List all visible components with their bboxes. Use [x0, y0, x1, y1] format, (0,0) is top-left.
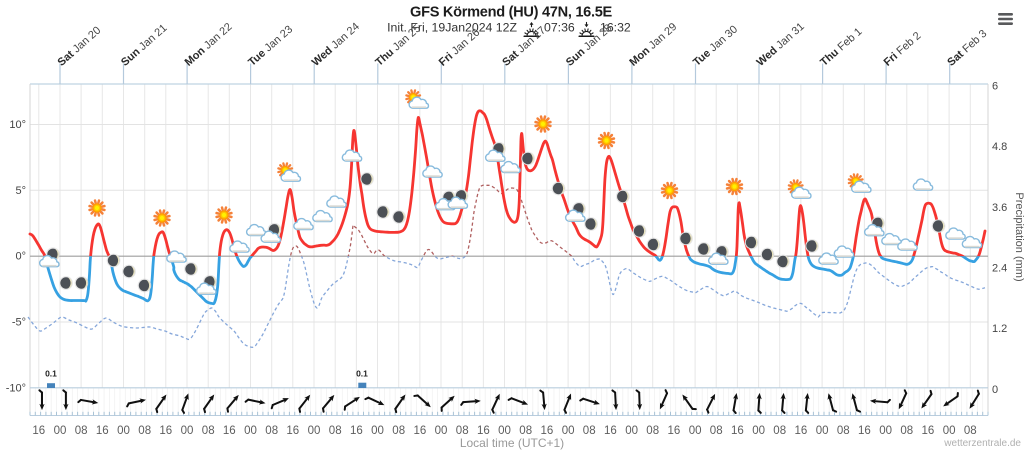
svg-text:5°: 5° — [15, 185, 26, 197]
svg-text:Init. Fri, 19Jan2024 12Z: Init. Fri, 19Jan2024 12Z — [387, 21, 517, 35]
svg-text:16: 16 — [96, 425, 109, 437]
svg-text:16: 16 — [541, 425, 554, 437]
svg-text:08: 08 — [392, 425, 405, 437]
svg-text:08: 08 — [646, 425, 659, 437]
svg-text:08: 08 — [202, 425, 215, 437]
svg-text:16: 16 — [604, 425, 617, 437]
svg-text:00: 00 — [498, 425, 511, 437]
svg-text:08: 08 — [519, 425, 532, 437]
svg-text:0: 0 — [992, 384, 998, 396]
svg-text:1.2: 1.2 — [992, 323, 1007, 335]
svg-text:00: 00 — [689, 425, 702, 437]
svg-text:wetterzentrale.de: wetterzentrale.de — [943, 438, 1021, 449]
svg-text:16: 16 — [32, 425, 45, 437]
svg-text:08: 08 — [583, 425, 596, 437]
svg-text:16:32: 16:32 — [600, 21, 631, 35]
svg-text:00: 00 — [625, 425, 638, 437]
svg-text:00: 00 — [308, 425, 321, 437]
svg-text:00: 00 — [117, 425, 130, 437]
svg-text:16: 16 — [286, 425, 299, 437]
svg-text:08: 08 — [75, 425, 88, 437]
svg-text:00: 00 — [816, 425, 829, 437]
svg-text:00: 00 — [244, 425, 257, 437]
svg-text:08: 08 — [964, 425, 977, 437]
svg-text:16: 16 — [159, 425, 172, 437]
svg-text:16: 16 — [223, 425, 236, 437]
svg-text:00: 00 — [943, 425, 956, 437]
svg-text:00: 00 — [54, 425, 67, 437]
svg-text:6: 6 — [992, 81, 998, 93]
svg-text:08: 08 — [837, 425, 850, 437]
svg-text:08: 08 — [900, 425, 913, 437]
svg-text:08: 08 — [710, 425, 723, 437]
svg-text:00: 00 — [562, 425, 575, 437]
svg-text:GFS Körmend (HU) 47N, 16.5E: GFS Körmend (HU) 47N, 16.5E — [410, 5, 613, 21]
svg-text:00: 00 — [879, 425, 892, 437]
svg-text:00: 00 — [371, 425, 384, 437]
svg-text:-5°: -5° — [12, 317, 26, 329]
svg-text:2.4: 2.4 — [992, 263, 1007, 275]
svg-text:16: 16 — [731, 425, 744, 437]
svg-text:10°: 10° — [9, 119, 26, 131]
svg-text:16: 16 — [922, 425, 935, 437]
svg-text:07:36: 07:36 — [544, 21, 575, 35]
svg-text:16: 16 — [858, 425, 871, 437]
svg-text:16: 16 — [477, 425, 490, 437]
svg-text:08: 08 — [329, 425, 342, 437]
svg-text:00: 00 — [752, 425, 765, 437]
svg-text:16: 16 — [350, 425, 363, 437]
svg-text:16: 16 — [668, 425, 681, 437]
svg-text:-10°: -10° — [6, 383, 26, 395]
svg-text:3.6: 3.6 — [992, 202, 1007, 214]
svg-text:0°: 0° — [15, 251, 26, 263]
svg-text:0.1: 0.1 — [356, 369, 368, 379]
svg-text:08: 08 — [265, 425, 278, 437]
svg-text:08: 08 — [773, 425, 786, 437]
svg-text:Local time (UTC+1): Local time (UTC+1) — [460, 436, 564, 450]
svg-text:Precipitation (mm): Precipitation (mm) — [1013, 192, 1024, 281]
svg-text:16: 16 — [795, 425, 808, 437]
svg-text:08: 08 — [138, 425, 151, 437]
svg-text:16: 16 — [414, 425, 427, 437]
svg-text:00: 00 — [435, 425, 448, 437]
svg-text:08: 08 — [456, 425, 469, 437]
svg-text:0.1: 0.1 — [45, 369, 57, 379]
svg-text:4.8: 4.8 — [992, 141, 1007, 153]
svg-text:00: 00 — [181, 425, 194, 437]
